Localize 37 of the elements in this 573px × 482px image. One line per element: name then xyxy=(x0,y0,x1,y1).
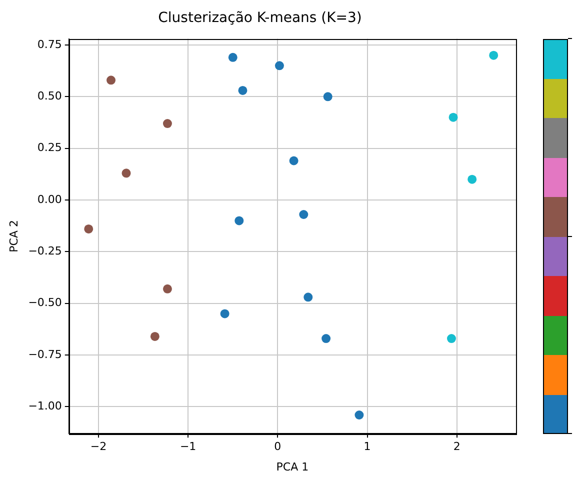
x-tick-label: 0 xyxy=(274,440,282,454)
point xyxy=(220,309,230,318)
y-tick-label: 0.50 xyxy=(37,90,62,103)
point xyxy=(322,334,331,344)
y-tick-label: −1.00 xyxy=(28,400,62,413)
point xyxy=(299,210,308,219)
point xyxy=(106,76,116,85)
point xyxy=(162,119,172,128)
point xyxy=(489,50,498,60)
point xyxy=(448,112,458,122)
x-tick-label: 2 xyxy=(453,440,460,454)
point xyxy=(274,61,284,70)
point xyxy=(304,292,313,302)
point xyxy=(234,216,244,226)
y-tick-label: −0.75 xyxy=(28,348,62,361)
point xyxy=(84,224,94,234)
point xyxy=(228,52,238,62)
point xyxy=(446,334,456,344)
x-tick-label: −1 xyxy=(180,440,196,454)
point xyxy=(468,174,477,184)
x-axis-title: PCA 1 xyxy=(276,460,309,474)
y-tick-label: 0.75 xyxy=(37,38,62,51)
point xyxy=(162,284,172,294)
y-tick-label: 0.25 xyxy=(37,141,62,154)
point xyxy=(238,86,248,95)
point xyxy=(354,410,364,420)
point xyxy=(289,156,298,166)
x-tick-label: −2 xyxy=(90,440,107,454)
y-tick-label: −0.50 xyxy=(28,296,62,310)
point xyxy=(150,332,160,341)
point xyxy=(323,92,332,102)
x-tick-label: 1 xyxy=(364,440,371,454)
point xyxy=(122,168,131,178)
y-tick-label: 0.00 xyxy=(37,192,62,206)
chart-title: Clusterização K-means (K=3) xyxy=(158,10,362,26)
y-axis-title: PCA 2 xyxy=(7,220,20,252)
y-tick-label: −0.25 xyxy=(28,244,62,258)
